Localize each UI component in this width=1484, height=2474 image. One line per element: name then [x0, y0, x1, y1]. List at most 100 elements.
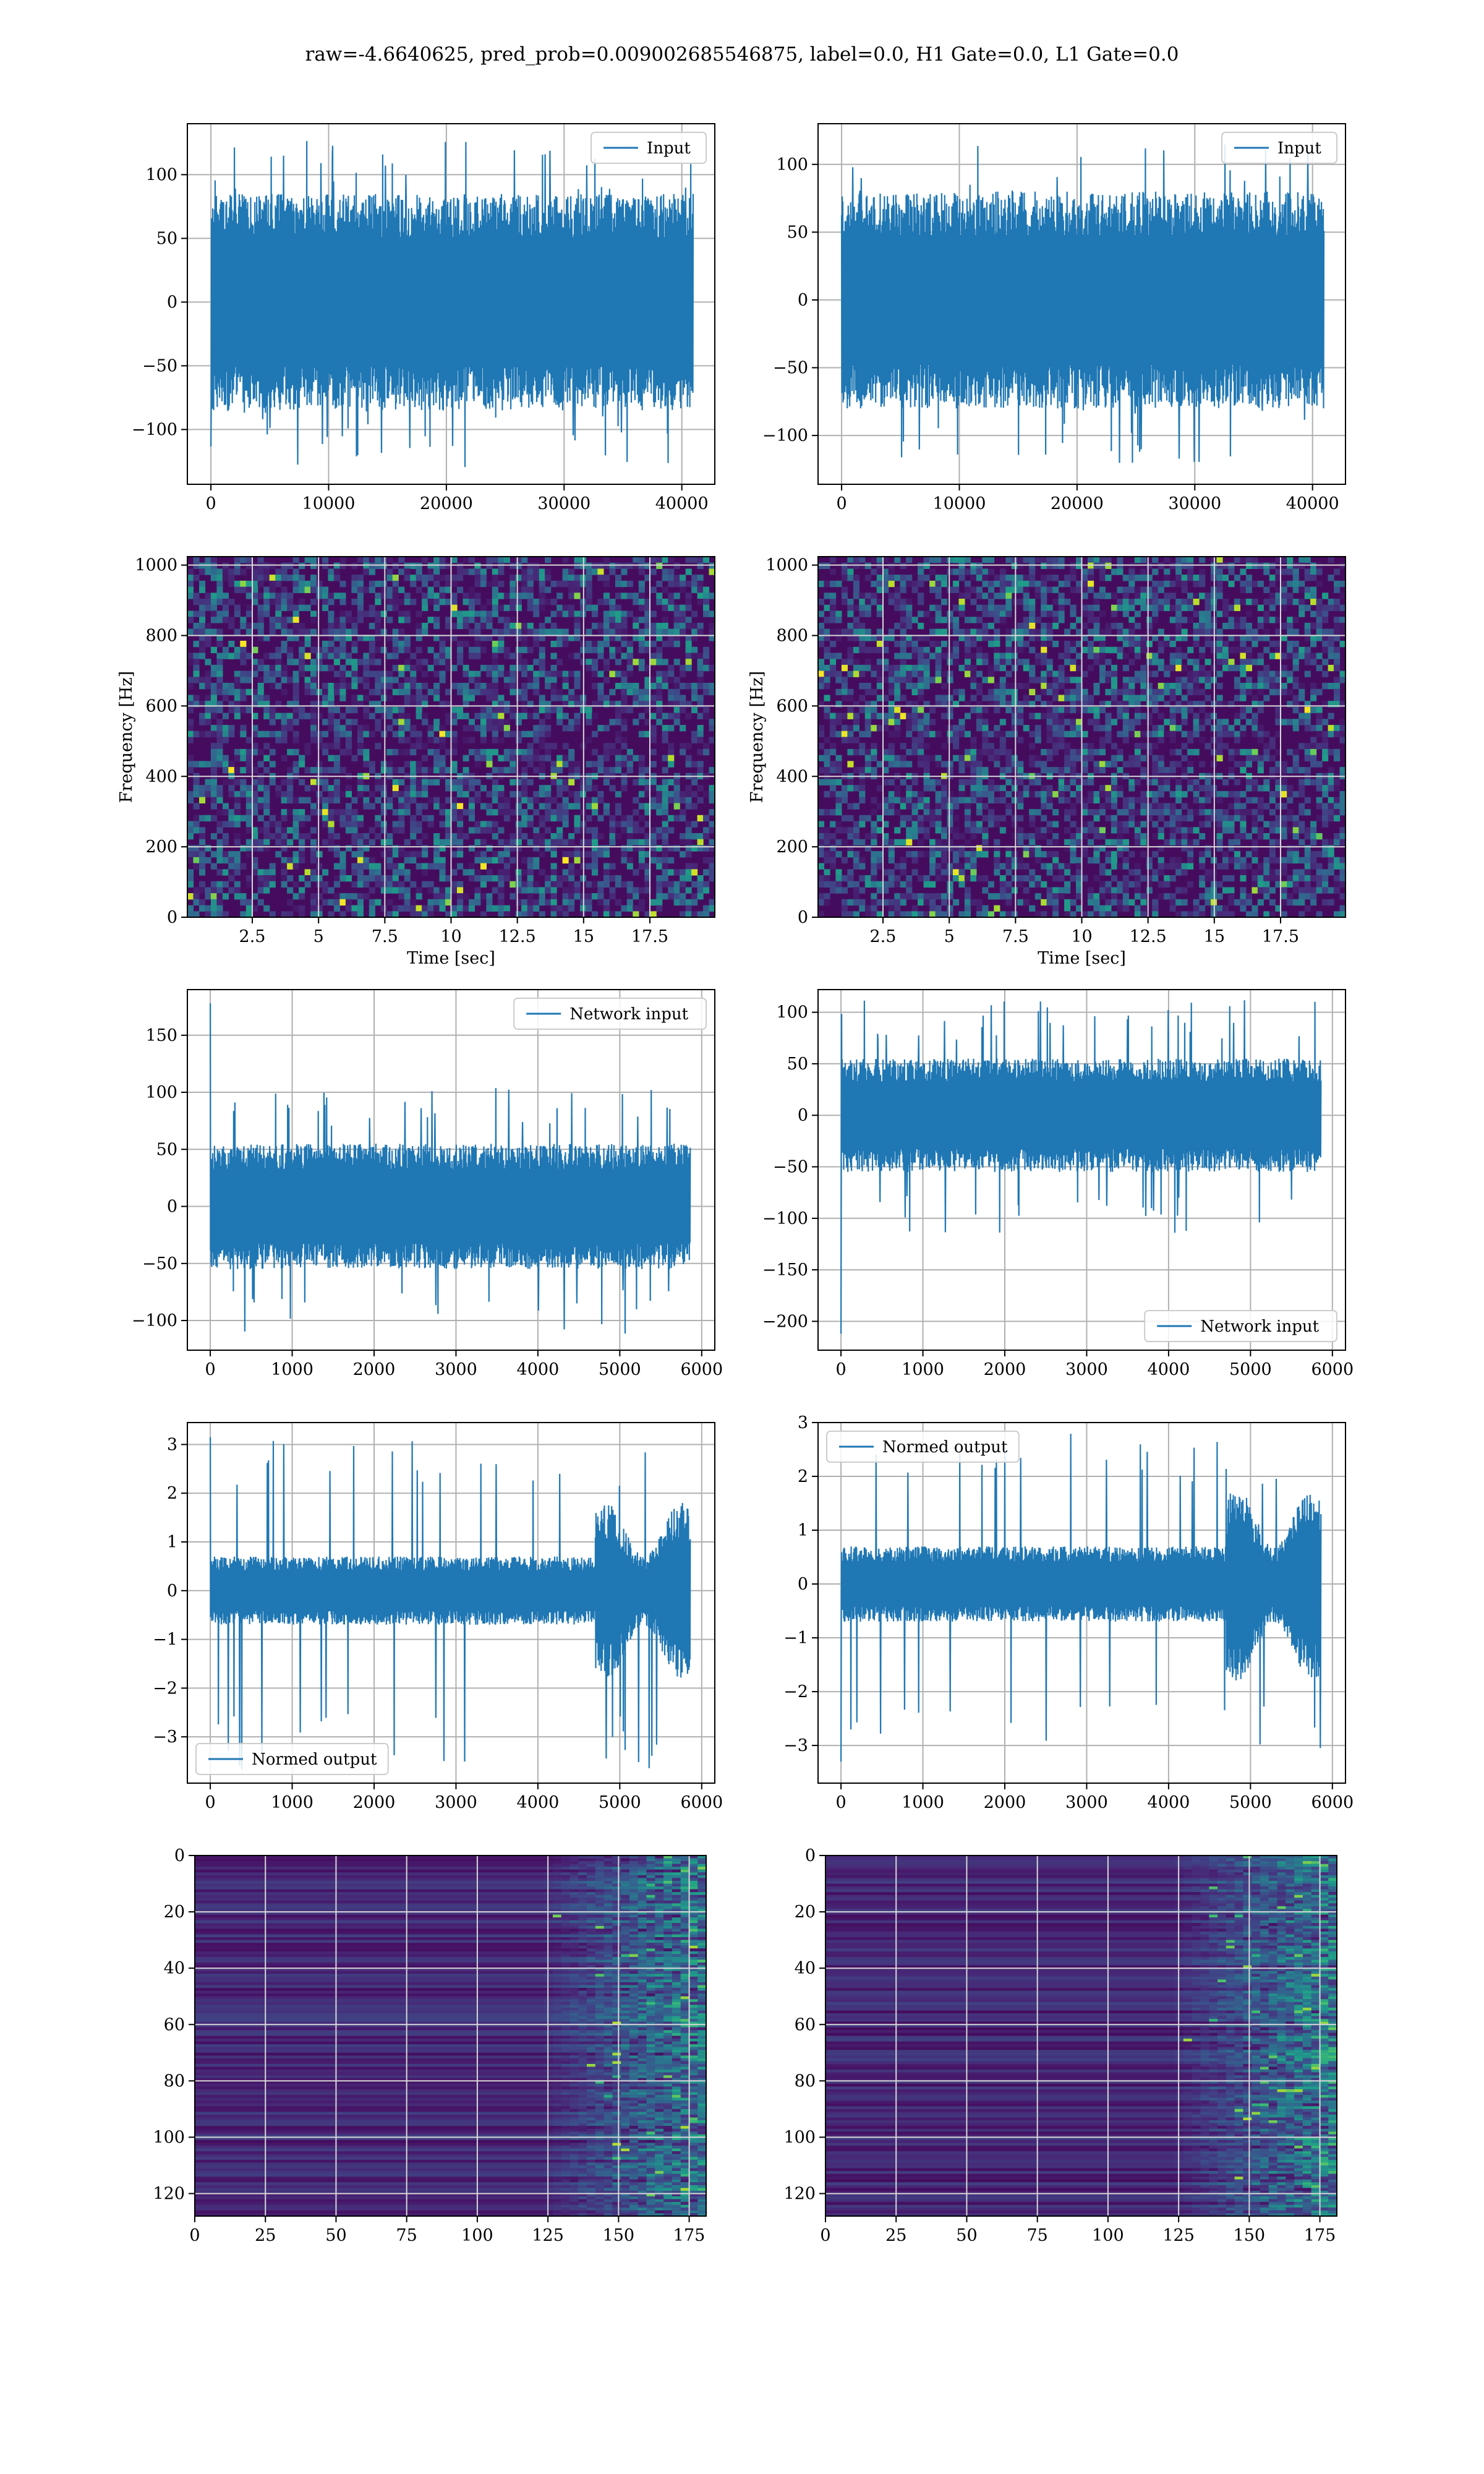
heatmap-cell: [310, 785, 317, 792]
heatmap-cell: [853, 617, 859, 623]
heatmap-cell: [339, 653, 346, 659]
heatmap-cell: [205, 761, 211, 768]
heatmap-cell: [275, 575, 282, 581]
heatmap-cell: [982, 659, 989, 666]
heatmap-cell: [199, 617, 206, 623]
heatmap-cell: [252, 833, 258, 840]
heatmap-cell: [492, 827, 498, 834]
heatmap-cell: [210, 713, 217, 719]
heatmap-cell: [958, 568, 965, 575]
heatmap-cell: [216, 748, 223, 756]
heatmap-cell: [1076, 664, 1083, 672]
heatmap-cell: [1122, 628, 1129, 635]
heatmap-cell: [416, 635, 422, 641]
heatmap-cell: [1245, 557, 1252, 563]
heatmap-cell: [410, 767, 417, 774]
heatmap-cell: [1088, 586, 1094, 593]
heatmap-cell: [609, 617, 616, 623]
heatmap-cell: [1234, 635, 1240, 641]
heatmap-cell: [234, 688, 241, 696]
heatmap-cell: [533, 628, 540, 635]
heatmap-cell: [894, 719, 901, 726]
heatmap-cell: [1252, 755, 1258, 761]
heatmap-cell: [691, 737, 698, 743]
heatmap-cell: [269, 875, 276, 882]
heatmap-cell: [818, 743, 825, 750]
heatmap-cell: [351, 677, 358, 683]
heatmap-cell: [380, 562, 387, 569]
heatmap-cell: [1298, 604, 1305, 611]
heatmap-cell: [322, 593, 329, 599]
heatmap-cell: [521, 809, 528, 816]
heatmap-cell: [982, 737, 989, 743]
heatmap-cell: [310, 827, 317, 834]
heatmap-cell: [527, 748, 534, 756]
heatmap-cell: [656, 713, 663, 719]
heatmap-cell: [953, 659, 960, 666]
heatmap-cell: [1234, 713, 1240, 719]
heatmap-cell: [1011, 646, 1018, 654]
heatmap-cell: [492, 653, 498, 659]
heatmap-cell: [1023, 725, 1030, 732]
heatmap-cell: [603, 695, 610, 701]
heatmap-cell: [1122, 730, 1129, 738]
heatmap-cell: [603, 622, 610, 630]
heatmap-cell: [709, 863, 715, 870]
heatmap-cell: [871, 557, 877, 563]
heatmap-cell: [999, 748, 1006, 756]
heatmap-cell: [615, 646, 621, 654]
heatmap-cell: [375, 743, 382, 750]
heatmap-cell: [187, 821, 194, 828]
heatmap-cell: [662, 586, 668, 593]
heatmap-cell: [568, 580, 575, 588]
heatmap-cell: [976, 562, 983, 569]
heatmap-cell: [416, 887, 422, 894]
heatmap-cell: [222, 725, 229, 732]
heatmap-cell: [1292, 695, 1299, 701]
heatmap-cell: [633, 617, 639, 623]
heatmap-cell: [299, 839, 305, 845]
heatmap-cell: [1029, 622, 1036, 630]
heatmap-cell: [586, 575, 592, 581]
heatmap-cell: [398, 809, 405, 816]
heatmap-cell: [864, 575, 871, 581]
heatmap-cell: [281, 779, 288, 785]
heatmap-cell: [404, 791, 411, 798]
heatmap-cell: [474, 617, 481, 623]
heatmap-cell: [1187, 568, 1194, 575]
heatmap-cell: [439, 557, 446, 563]
heatmap-cell: [269, 815, 276, 822]
heatmap-cell: [568, 653, 575, 659]
heatmap-cell: [503, 670, 510, 677]
heatmap-cell: [1146, 575, 1153, 581]
heatmap-cell: [685, 827, 692, 834]
heatmap-cell: [269, 869, 276, 876]
heatmap-cell: [1088, 664, 1094, 672]
heatmap-cell: [398, 827, 405, 834]
heatmap-cell: [1228, 635, 1235, 641]
heatmap-cell: [818, 767, 825, 774]
heatmap-cell: [410, 761, 417, 768]
heatmap-cell: [216, 785, 223, 792]
heatmap-cell: [638, 599, 645, 606]
x-tick-label-1: 10000: [933, 494, 986, 513]
heatmap-cell: [958, 635, 965, 641]
heatmap-cell: [392, 779, 399, 785]
heatmap-cell: [457, 833, 464, 840]
heatmap-cell: [1199, 646, 1206, 654]
heatmap-cell: [210, 610, 217, 617]
heatmap-cell: [1169, 695, 1176, 701]
heatmap-cell: [222, 911, 229, 918]
heatmap-cell: [1304, 743, 1311, 750]
heatmap-cell: [515, 839, 522, 845]
heatmap-cell: [644, 688, 651, 696]
heatmap-cell: [1152, 653, 1159, 659]
heatmap-cell: [656, 683, 663, 690]
heatmap-cell: [263, 599, 270, 606]
heatmap-cell: [257, 695, 264, 701]
heatmap-cell: [900, 610, 906, 617]
heatmap-cell: [281, 797, 288, 803]
heatmap-cell: [621, 845, 628, 852]
heatmap-cell: [1128, 599, 1135, 606]
heatmap-cell: [410, 905, 417, 912]
